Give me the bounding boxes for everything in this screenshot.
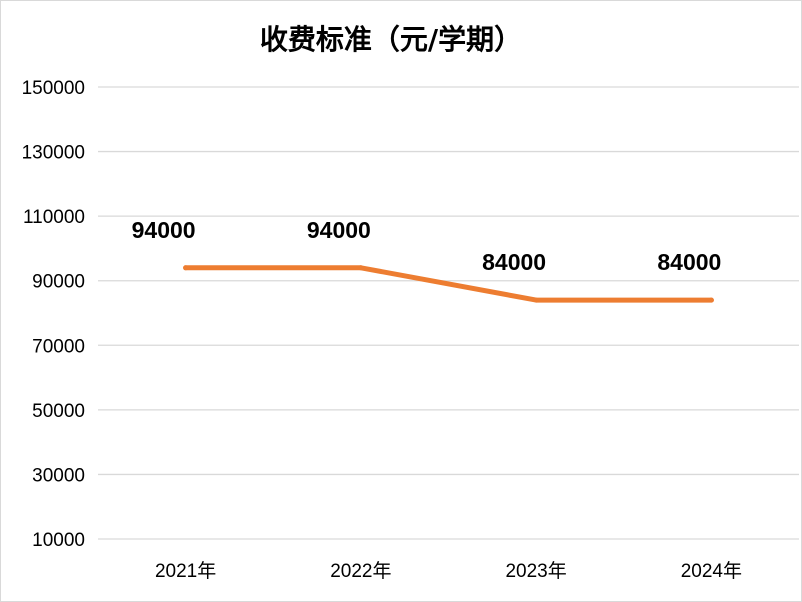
chart-title: 收费标准（元/学期） [260, 23, 522, 56]
data-point [708, 297, 714, 303]
data-labels: 94000 94000 84000 84000 [132, 217, 722, 275]
x-axis-ticks: 2021年 2022年 2023年 2024年 [155, 560, 742, 582]
y-tick-label: 90000 [32, 272, 85, 293]
data-label: 94000 [307, 217, 371, 243]
y-tick-label: 110000 [23, 207, 85, 228]
y-tick-label: 130000 [22, 143, 85, 164]
x-tick-label: 2022年 [330, 560, 391, 582]
x-tick-label: 2021年 [155, 560, 216, 582]
data-point [358, 265, 364, 271]
y-axis-ticks: 10000 30000 50000 70000 90000 110000 130000 150… [22, 78, 85, 551]
y-tick-label: 70000 [32, 336, 85, 357]
data-label: 84000 [657, 249, 721, 275]
series-group [183, 265, 714, 303]
y-tick-label: 50000 [32, 401, 85, 422]
data-label: 84000 [482, 249, 546, 275]
data-point [183, 265, 189, 271]
grid-lines [98, 86, 799, 540]
y-tick-label: 30000 [32, 465, 85, 486]
series-line [183, 265, 714, 303]
data-label: 94000 [132, 217, 196, 243]
x-tick-label: 2023年 [505, 560, 566, 582]
y-tick-label: 150000 [22, 78, 85, 99]
x-tick-label: 2024年 [681, 560, 742, 582]
data-point [533, 297, 539, 303]
y-tick-label: 10000 [32, 530, 85, 551]
